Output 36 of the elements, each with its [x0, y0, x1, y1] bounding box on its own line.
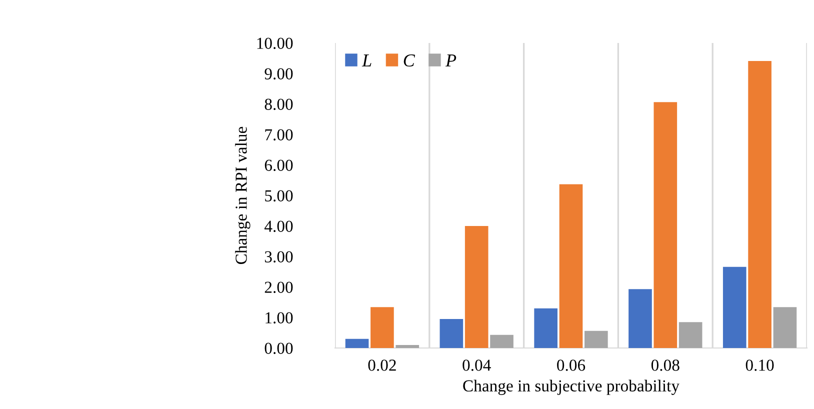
y-tick-label: 2.00 [264, 282, 293, 294]
x-tick-label: 0.10 [746, 360, 774, 371]
bar [490, 334, 514, 348]
bar [678, 322, 702, 348]
bar [628, 289, 652, 348]
y-tick-label: 9.00 [264, 68, 293, 80]
y-tick-label: 8.00 [264, 98, 293, 110]
x-axis-title: Change in subjective probability [463, 380, 680, 395]
legend-label: L [362, 54, 372, 66]
bar [654, 102, 678, 348]
x-tick-label: 0.08 [651, 360, 680, 371]
y-axis-title: Change in RPI value [235, 126, 250, 264]
y-tick-label: 1.00 [266, 312, 293, 324]
bar [773, 307, 797, 348]
bar [396, 344, 420, 348]
bar [345, 338, 369, 348]
bar [748, 60, 772, 348]
y-tick-label: 10.00 [257, 38, 293, 50]
y-tick-label: 3.00 [264, 251, 293, 263]
y-tick-label: 5.00 [265, 190, 293, 202]
x-tick-label: 0.06 [557, 360, 586, 371]
bar [722, 266, 746, 348]
bar [559, 184, 583, 348]
bar [534, 308, 558, 348]
legend-label: P [445, 54, 456, 66]
y-tick-label: 4.00 [264, 220, 293, 232]
x-tick-label: 0.04 [462, 360, 491, 371]
bar [584, 330, 608, 348]
bar [464, 226, 488, 348]
x-tick-label: 0.02 [368, 360, 396, 371]
y-tick-label: 0.00 [264, 342, 293, 354]
bar [370, 307, 394, 348]
y-tick-label: 7.00 [265, 129, 293, 141]
y-tick-label: 6.00 [264, 160, 293, 172]
legend-label: C [404, 54, 416, 67]
bar [440, 319, 464, 348]
